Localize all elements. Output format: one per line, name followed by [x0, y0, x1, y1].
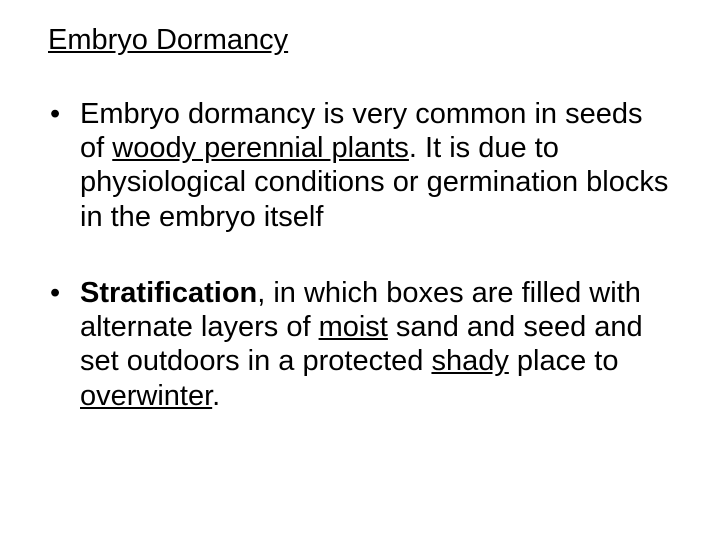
underlined-text: woody perennial plants	[112, 132, 409, 164]
underlined-text: moist	[319, 311, 388, 343]
list-item: Embryo dormancy is very common in seeds …	[48, 97, 672, 234]
slide: Embryo Dormancy Embryo dormancy is very …	[0, 0, 720, 540]
text-run: place to	[509, 345, 619, 377]
slide-title: Embryo Dormancy	[48, 24, 672, 57]
text-run: .	[212, 380, 220, 412]
underlined-text: overwinter	[80, 380, 212, 412]
list-item: Stratification, in which boxes are fille…	[48, 276, 672, 413]
bullet-list: Embryo dormancy is very common in seeds …	[48, 97, 672, 413]
underlined-text: shady	[431, 345, 508, 377]
bold-text: Stratification	[80, 277, 257, 309]
